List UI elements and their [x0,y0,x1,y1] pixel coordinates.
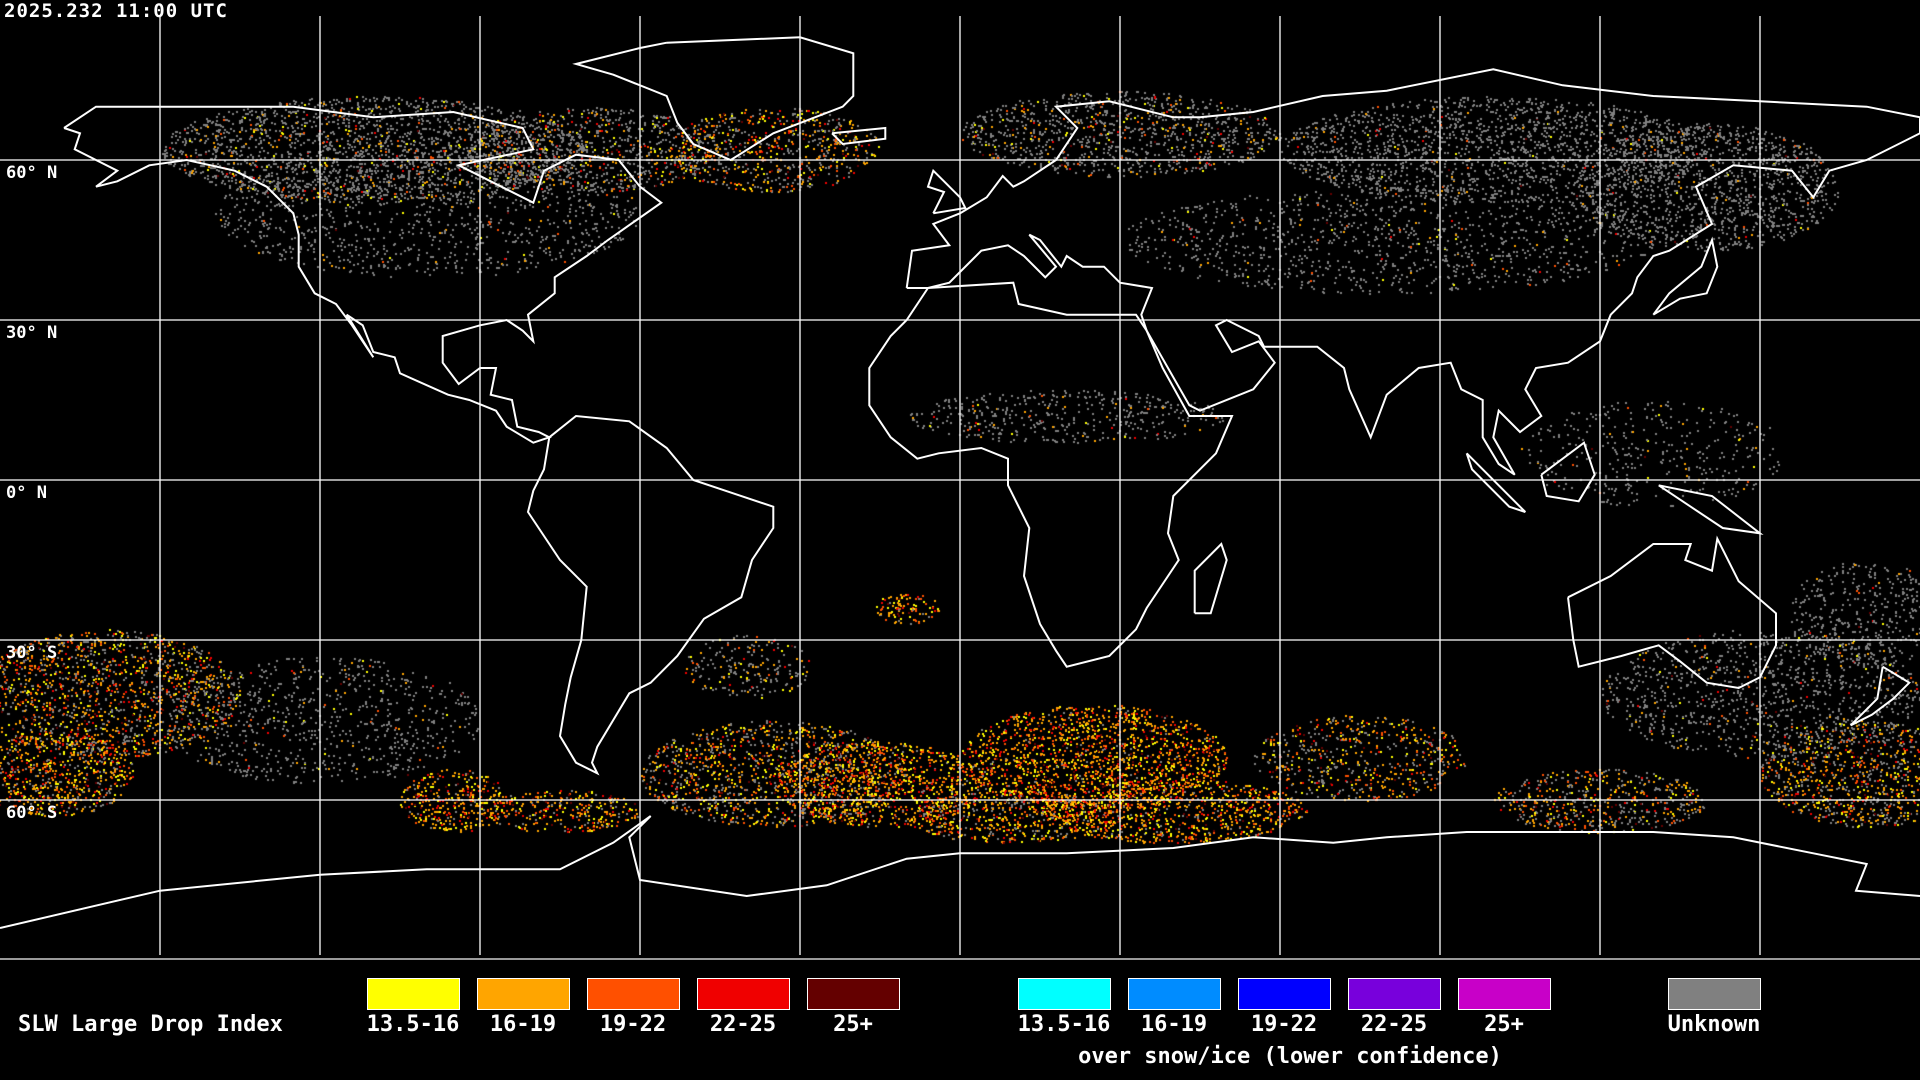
coastline-greenland [572,36,855,162]
legend-divider [0,958,1920,960]
lat-label-60n: 60° N [6,163,58,183]
coastlines [0,36,1920,929]
coastline-antarctica [0,815,1920,929]
coastline-sumatra [1465,452,1527,513]
legend-swatch [367,978,460,1010]
legend-swatch [587,978,680,1010]
legend-label: 16-19 [489,1012,557,1037]
legend-swatch-snow [1348,978,1441,1010]
coastline-borneo [1540,441,1596,503]
slw-map: 2025.232 11:00 UTC 60° N 30° N 0° N 30° … [0,0,1920,958]
lat-lon-grid [0,16,1920,955]
timestamp: 2025.232 11:00 UTC [4,0,228,22]
legend-label-snow: 16-19 [1140,1012,1208,1037]
map-overlay [0,16,1920,955]
legend-label: 25+ [833,1012,873,1037]
lat-label-30n: 30° N [6,323,58,343]
legend-label-unknown: Unknown [1667,1012,1761,1037]
coastline-north-america [63,105,664,444]
coastline-iceland [831,126,887,146]
snow-ice-note: over snow/ice (lower confidence) [1078,1044,1502,1069]
legend-swatch-snow [1018,978,1111,1010]
legend-swatch [807,978,900,1010]
coastline-madagascar [1193,542,1228,615]
coastline-eurasia [905,68,1920,476]
legend-swatch-snow [1128,978,1221,1010]
coastline-japan [1652,236,1719,316]
lat-label-0: 0° N [6,483,47,503]
coastline-new-guinea [1658,484,1764,535]
legend-label: 13.5-16 [366,1012,460,1037]
legend-swatch-snow [1458,978,1551,1010]
coastline-south-america [526,414,775,776]
coastline-new-zealand [1849,665,1911,727]
legend-label-snow: 19-22 [1250,1012,1318,1037]
legend-swatch [477,978,570,1010]
legend-label: 19-22 [599,1012,667,1037]
legend-label-snow: 22-25 [1360,1012,1428,1037]
legend-label-snow: 13.5-16 [1017,1012,1111,1037]
coastline-australia [1567,535,1777,690]
lat-label-60s: 60° S [6,803,58,823]
legend-swatch-snow [1238,978,1331,1010]
legend-swatch-unknown [1668,978,1761,1010]
coastline-africa [868,281,1234,668]
lat-label-30s: 30° S [6,643,58,663]
coastline-british-isles [926,168,967,215]
legend-label-snow: 25+ [1484,1012,1524,1037]
legend-label: 22-25 [709,1012,777,1037]
legend-title: SLW Large Drop Index [18,1012,283,1037]
legend-swatch [697,978,790,1010]
